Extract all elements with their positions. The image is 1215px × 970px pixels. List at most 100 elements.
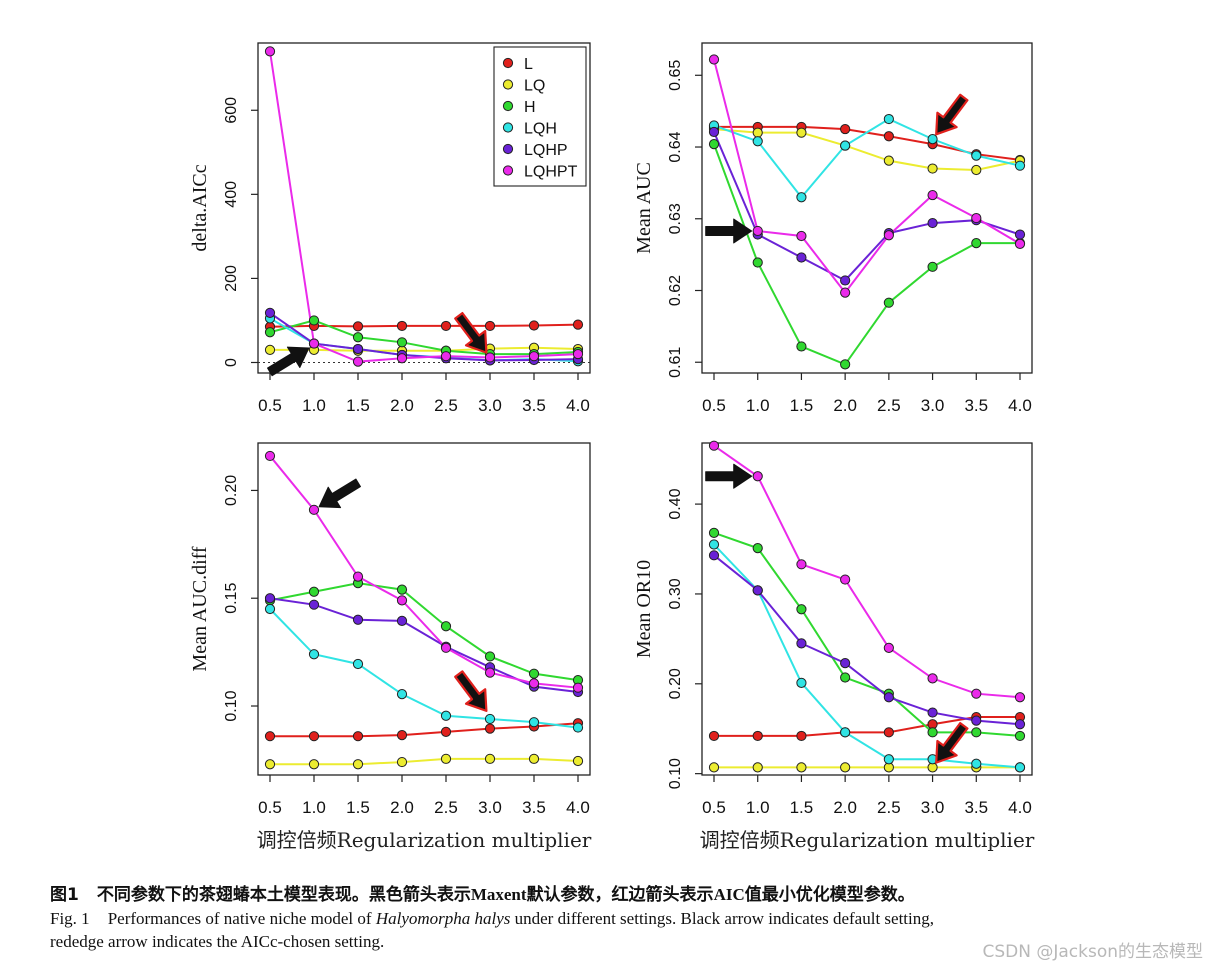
x-tick-label: 4.0 <box>566 396 590 415</box>
data-point-lq <box>752 127 763 138</box>
x-tick-label: 3.0 <box>921 798 945 817</box>
data-point-lqh <box>264 603 276 615</box>
data-point-lq <box>440 753 452 764</box>
data-point-l <box>440 726 452 737</box>
data-point-lqh <box>927 134 938 145</box>
legend-marker-lqhpt <box>502 165 514 176</box>
x-axis-label: 调控倍频Regularization multiplier <box>700 828 1035 852</box>
series-line-l <box>270 722 579 738</box>
data-point-h <box>440 621 452 632</box>
data-point-lqhp <box>840 275 851 286</box>
data-point-l <box>883 727 894 738</box>
data-point-lqh <box>840 140 851 151</box>
chart-mean_auc_diff: 0.5 1.0 1.5 2.0 2.5 3.0 3.5 4.0 0.10 0.15 0.20 Mean… <box>189 442 592 852</box>
data-point-lqh <box>971 758 982 769</box>
y-axis-label: delta.AICc <box>189 164 211 251</box>
data-point-lqh <box>572 722 584 733</box>
data-point-lqhpt <box>308 338 320 349</box>
x-tick-label: 1.0 <box>746 396 770 415</box>
red-edge-arrow <box>454 670 488 713</box>
caption-en-text-b: under different settings. Black arrow in… <box>510 909 935 928</box>
data-point-h <box>796 341 807 352</box>
data-point-lqhpt <box>484 352 496 363</box>
plot-frame <box>257 442 591 776</box>
legend-marker-lqhp <box>502 143 514 155</box>
y-tick-label: 200 <box>223 265 240 292</box>
x-tick-label: 4.0 <box>1008 396 1032 415</box>
data-point-lq <box>572 755 584 767</box>
data-point-lq <box>927 163 938 174</box>
x-tick-label: 1.0 <box>302 798 326 817</box>
data-point-l <box>440 320 452 332</box>
data-point-lqh <box>883 754 894 765</box>
x-tick-label: 3.5 <box>522 798 546 817</box>
x-tick-label: 2.0 <box>833 798 857 817</box>
x-tick-label: 1.0 <box>746 798 770 817</box>
series-line-lqhpt <box>713 444 1021 699</box>
y-tick-label: 0.15 <box>223 583 240 614</box>
series-line-h <box>269 319 579 356</box>
data-point-lqhpt <box>752 471 763 482</box>
data-point-lq <box>528 753 540 764</box>
data-point-lqhpt <box>883 230 894 241</box>
data-point-lqhp <box>927 707 938 718</box>
data-point-lq <box>708 762 720 773</box>
y-tick-label: 0.20 <box>667 668 684 699</box>
figure-charts: 0.5 1.0 1.5 2.0 2.5 3.0 3.5 4.0 0 200 400 600 delta.… <box>189 42 1035 852</box>
plot-frame <box>701 442 1033 776</box>
legend-marker-lqh <box>502 122 514 133</box>
series-line-l <box>714 716 1020 737</box>
data-point-lqhp <box>708 126 720 138</box>
data-point-h <box>883 297 894 308</box>
data-point-lqhpt <box>528 351 540 362</box>
x-tick-label: 2.5 <box>434 396 458 415</box>
x-tick-label: 3.0 <box>478 798 502 817</box>
y-tick-label: 0.30 <box>667 578 684 609</box>
data-point-l <box>708 730 720 742</box>
data-point-lqh <box>708 539 720 550</box>
data-point-lqh <box>796 677 807 689</box>
x-tick-label: 0.5 <box>702 798 726 817</box>
data-point-lqhpt <box>572 348 584 360</box>
data-point-h <box>971 727 982 738</box>
data-point-lqhpt <box>1014 692 1026 703</box>
data-point-lqhpt <box>796 230 807 242</box>
data-point-lqhp <box>796 638 807 649</box>
data-point-lqh <box>528 717 540 728</box>
data-point-lqhpt <box>396 353 408 364</box>
data-point-h <box>971 238 982 249</box>
data-point-h <box>264 327 276 338</box>
legend-marker-lq <box>502 79 514 90</box>
series-line-lqhp <box>713 554 1021 726</box>
data-point-l <box>396 730 408 741</box>
y-tick-label: 0.10 <box>223 690 240 721</box>
data-point-lqhpt <box>572 682 584 693</box>
legend-marker-l <box>502 57 514 69</box>
data-point-lqh <box>883 113 894 125</box>
data-point-h <box>352 332 364 343</box>
data-point-l <box>796 730 807 742</box>
caption-cn-text-a: 不同参数下的茶翅蝽本土模型表现。黑色箭头表示 <box>96 885 471 905</box>
data-point-l <box>264 731 276 742</box>
data-point-lqh <box>971 150 982 161</box>
data-point-lqhp <box>396 615 408 626</box>
x-tick-label: 2.5 <box>434 798 458 817</box>
x-axis-label: 调控倍频Regularization multiplier <box>257 828 592 852</box>
data-point-lqhp <box>264 593 276 604</box>
legend-label-l: L <box>524 56 533 73</box>
chart-delta_aicc: 0.5 1.0 1.5 2.0 2.5 3.0 3.5 4.0 0 200 400 600 delta.… <box>189 42 591 415</box>
watermark: CSDN @Jackson的生态模型 <box>982 942 1203 962</box>
data-point-lq <box>796 127 807 138</box>
data-point-h <box>308 586 320 597</box>
y-tick-label: 0.64 <box>667 131 684 162</box>
data-point-h <box>840 672 851 683</box>
data-point-h <box>528 668 540 679</box>
legend-marker-h <box>502 100 514 112</box>
series-line-lqhpt <box>269 455 579 689</box>
data-point-h <box>396 584 408 595</box>
data-point-lqhpt <box>440 642 452 653</box>
y-axis-label: Mean OR10 <box>633 560 655 658</box>
data-point-lqhpt <box>796 559 807 570</box>
series-line-lqh <box>713 543 1021 769</box>
data-point-lqh <box>840 727 851 738</box>
